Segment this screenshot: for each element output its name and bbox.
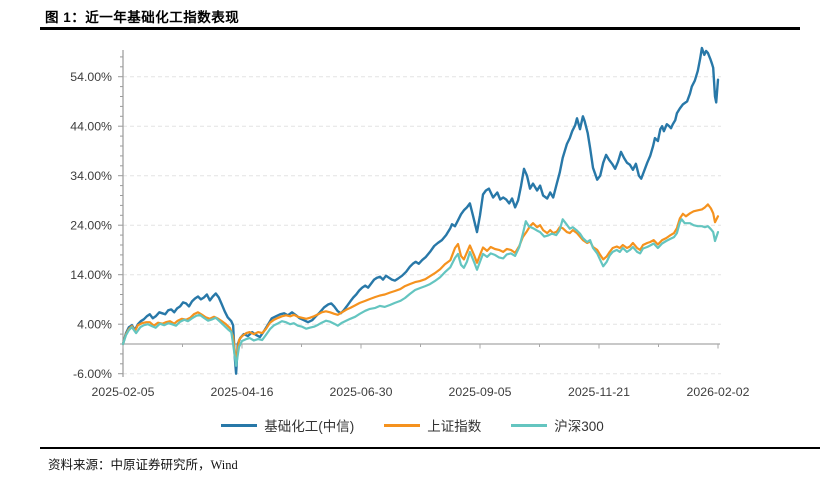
series-line-0 [121, 46, 720, 375]
legend-item-0: 基础化工(中信) [221, 415, 354, 435]
y-tick-label: 14.00% [70, 268, 112, 282]
x-tick-label: 2026-02-02 [687, 385, 750, 399]
legend-item-1: 上证指数 [384, 415, 481, 435]
y-tick-label: 54.00% [70, 70, 112, 84]
x-tick-label: 2025-04-16 [211, 385, 274, 399]
series-line-1 [121, 203, 720, 364]
legend: 基础化工(中信) 上证指数 沪深300 [0, 414, 825, 436]
legend-label: 上证指数 [427, 419, 482, 434]
title-divider [40, 27, 800, 30]
x-tick-label: 2025-11-21 [568, 385, 630, 399]
legend-swatch-icon [221, 423, 258, 427]
y-tick-label: 24.00% [70, 219, 112, 233]
y-tick-label: 4.00% [77, 318, 112, 332]
x-tick-label: 2025-02-05 [92, 385, 155, 399]
x-tick-label: 2025-09-05 [449, 385, 512, 399]
legend-swatch-icon [511, 423, 548, 427]
source-divider [40, 447, 820, 449]
y-tick-label: -6.00% [73, 367, 112, 381]
y-tick-label: 44.00% [70, 120, 112, 134]
legend-label: 沪深300 [554, 419, 604, 434]
y-tick-label: 34.00% [70, 169, 112, 183]
legend-swatch-icon [384, 423, 421, 427]
figure-title: 图 1：近一年基础化工指数表现 [45, 10, 240, 25]
source-note: 资料来源：中原证券研究所，Wind [48, 458, 238, 472]
series-line-2 [121, 218, 720, 367]
legend-label: 基础化工(中信) [264, 419, 355, 434]
x-tick-label: 2025-06-30 [330, 385, 393, 399]
legend-item-2: 沪深300 [511, 415, 604, 435]
